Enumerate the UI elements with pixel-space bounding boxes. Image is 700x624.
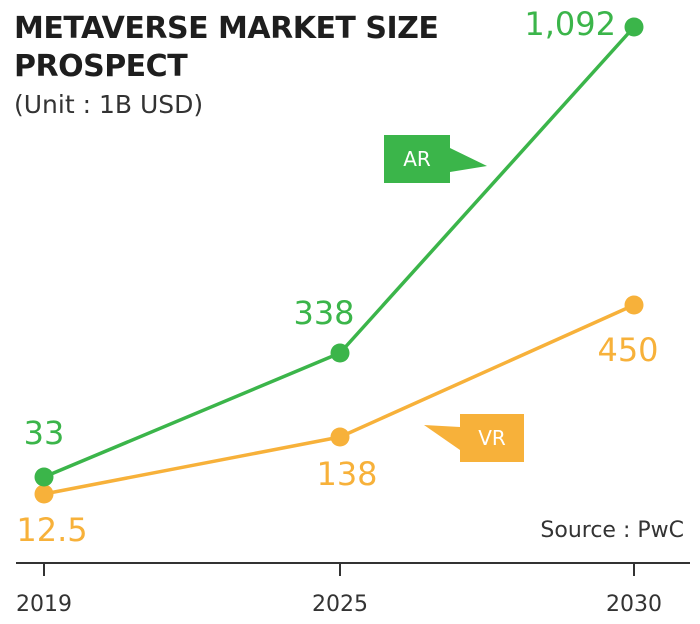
ar-tag-label: AR — [403, 147, 431, 171]
x-tick-label-2030: 2030 — [606, 592, 662, 617]
ar-point-2030 — [624, 17, 644, 37]
ar-series-line — [43, 25, 636, 479]
vr-tag-label: VR — [478, 426, 506, 450]
ar-value-label-2025: 338 — [293, 294, 354, 332]
ar-point-2019 — [34, 467, 54, 487]
vr-point-2025 — [330, 427, 350, 447]
vr-legend-tag: VR — [424, 414, 524, 462]
vr-value-label-2019: 12.5 — [16, 511, 87, 549]
vr-value-label-2025: 138 — [316, 455, 377, 493]
vr-point-2019 — [34, 484, 54, 504]
chart-title: METAVERSE MARKET SIZE PROSPECT — [14, 10, 439, 86]
ar-value-label-2030: 1,092 — [524, 5, 616, 43]
ar-point-2025 — [330, 343, 350, 363]
title-line-2: PROSPECT — [14, 49, 188, 84]
chart-subtitle: (Unit : 1B USD) — [14, 90, 204, 119]
x-tick-label-2025: 2025 — [312, 592, 368, 617]
ar-tag-box — [384, 135, 450, 183]
vr-tag-box — [460, 414, 524, 462]
source-note: Source : PwC — [540, 518, 684, 543]
vr-tag-pointer — [424, 425, 460, 450]
title-line-1: METAVERSE MARKET SIZE — [14, 11, 439, 46]
vr-value-label-2030: 450 — [597, 331, 658, 369]
vr-point-2030 — [624, 295, 644, 315]
ar-legend-tag: AR — [384, 135, 487, 183]
x-tick-label-2019: 2019 — [16, 592, 72, 617]
ar-tag-pointer — [450, 148, 487, 172]
ar-value-label-2019: 33 — [24, 414, 65, 452]
